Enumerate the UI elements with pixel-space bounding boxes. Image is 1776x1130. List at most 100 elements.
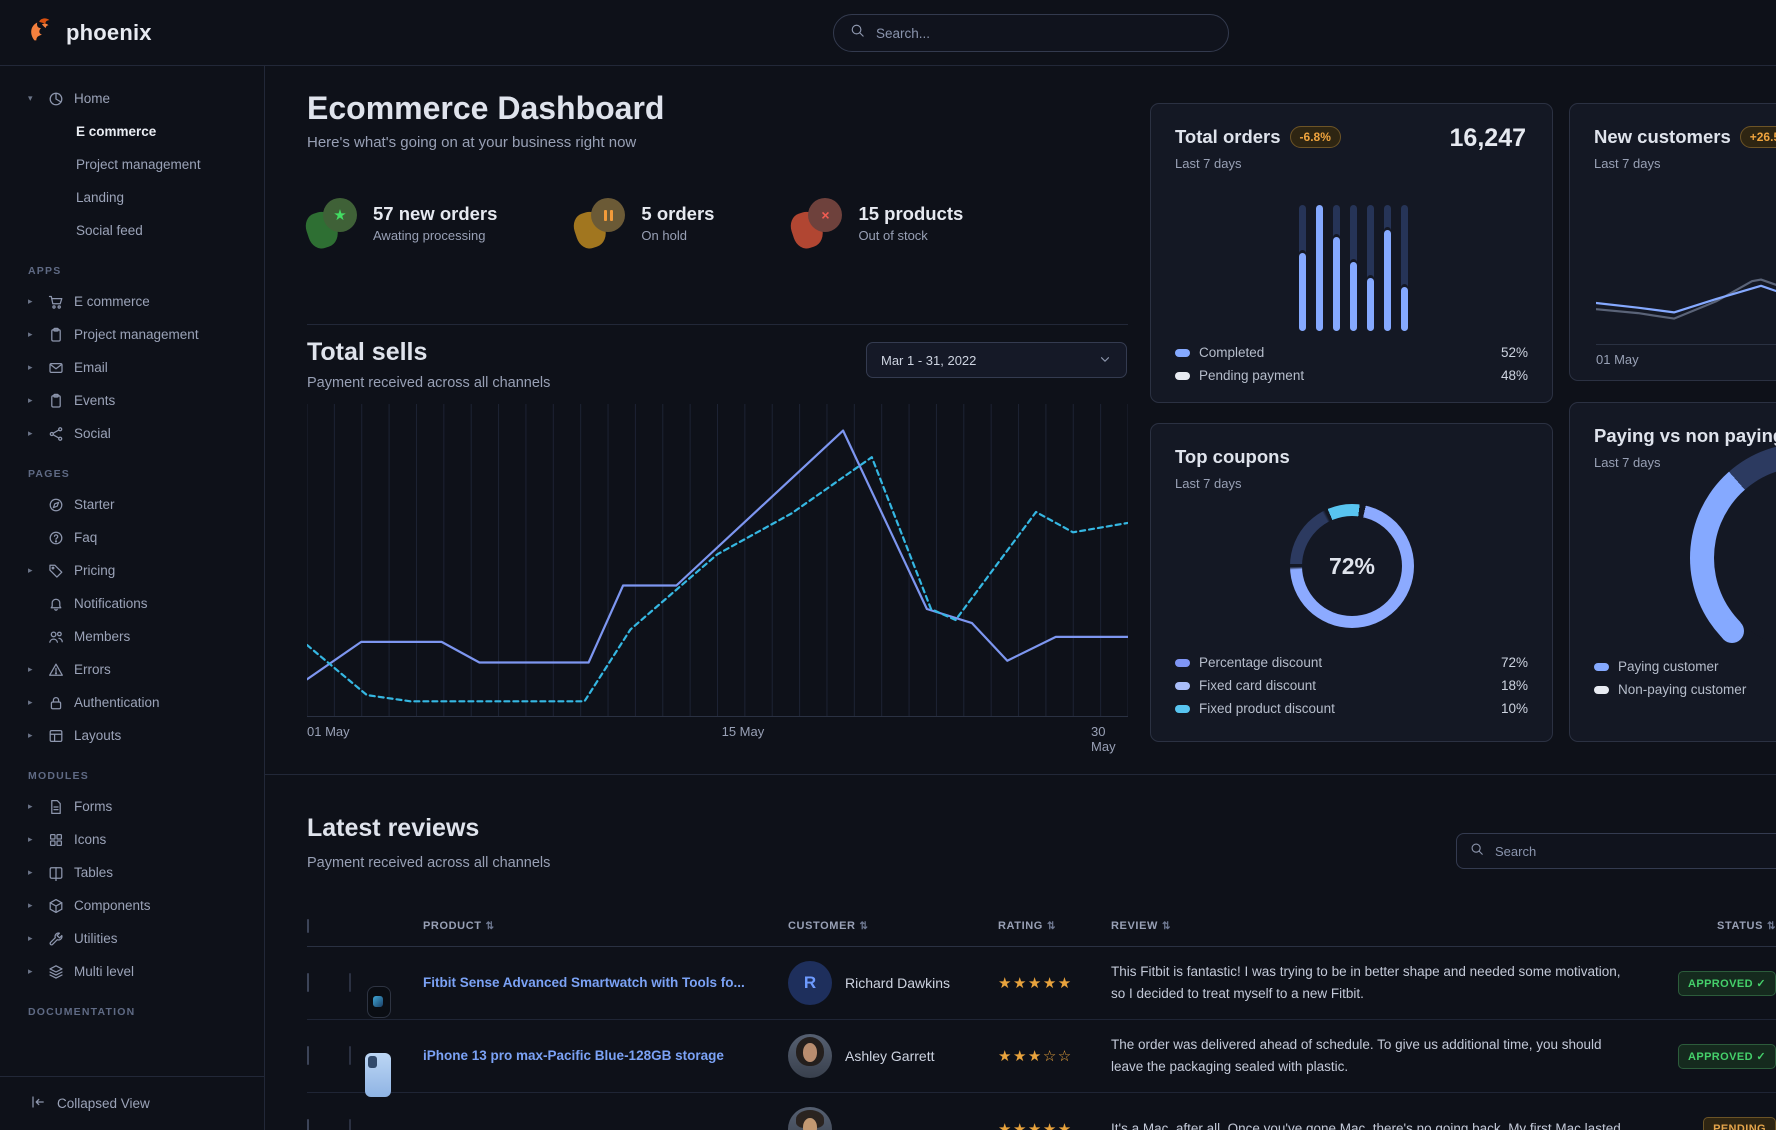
sidebar-item-home[interactable]: ▾ Home — [0, 82, 264, 115]
caret-right-icon: ▸ — [28, 395, 33, 405]
top-coupons-center-value: 72% — [1302, 516, 1402, 616]
reviews-table-header: PRODUCT ⇅ CUSTOMER ⇅ RATING ⇅ REVIEW ⇅ STATU… — [307, 906, 1776, 947]
customer-cell — [788, 1107, 998, 1130]
new-customers-x-label: 01 May — [1596, 352, 1639, 367]
sidebar-item-components[interactable]: ▸ Components — [0, 889, 264, 922]
legend-swatch — [1175, 704, 1190, 713]
caret-right-icon: ▸ — [28, 697, 33, 707]
row-checkbox[interactable] — [307, 1119, 309, 1130]
sidebar-item-label: Pricing — [74, 563, 116, 578]
legend-swatch — [1175, 681, 1190, 690]
customer-cell: Ashley Garrett — [788, 1034, 998, 1078]
sidebar-item-e-commerce[interactable]: ▸ E commerce — [0, 285, 264, 318]
sidebar-item-errors[interactable]: ▸ Errors — [0, 653, 264, 686]
sidebar-item-label: Project management — [74, 327, 199, 342]
legend-label: Fixed card discount — [1199, 678, 1317, 693]
total-sells-title: Total sells — [307, 338, 428, 366]
sidebar-item-faq[interactable]: Faq — [0, 521, 264, 554]
total-sells-chart — [307, 404, 1128, 717]
sort-icon: ⇅ — [859, 921, 869, 932]
product-thumbnail-iphone[interactable] — [349, 1046, 351, 1065]
brand-logo[interactable]: phoenix — [0, 15, 152, 50]
product-thumbnail-imac[interactable] — [349, 1119, 351, 1130]
sidebar-collapse-toggle[interactable]: Collapsed View — [0, 1076, 264, 1130]
x-axis-line — [1596, 344, 1776, 345]
status-badge: APPROVED ✓ — [1677, 970, 1776, 996]
reviews-search-input[interactable] — [1493, 842, 1776, 860]
col-review[interactable]: REVIEW ⇅ — [1111, 920, 1171, 932]
sidebar-item-email[interactable]: ▸ Email — [0, 351, 264, 384]
col-rating[interactable]: RATING ⇅ — [998, 920, 1056, 932]
lock-icon — [48, 694, 65, 711]
caret-right-icon: ▸ — [28, 867, 33, 877]
sidebar-item-tables[interactable]: ▸ Tables — [0, 856, 264, 889]
grid-icon — [48, 831, 65, 848]
sidebar-item-starter[interactable]: Starter — [0, 488, 264, 521]
new-customers-period: Last 7 days — [1594, 156, 1661, 171]
total-orders-legend: Completed 52% Pending payment 48% — [1175, 341, 1528, 387]
total-orders-change-badge: -6.8% — [1289, 126, 1341, 148]
sidebar-subitem-social-feed[interactable]: Social feed — [76, 223, 143, 238]
product-thumbnail-fitbit[interactable] — [349, 973, 351, 992]
legend-item-percentage-discount: Percentage discount 72% — [1175, 651, 1528, 674]
col-status[interactable]: STATUS ⇅ — [1717, 920, 1776, 932]
sort-icon: ⇅ — [485, 921, 495, 932]
row-checkbox[interactable] — [307, 1046, 309, 1065]
sidebar-item-utilities[interactable]: ▸ Utilities — [0, 922, 264, 955]
new-customers-change-badge: +26.5% — [1739, 126, 1776, 148]
sidebar-item-label: Icons — [74, 832, 107, 847]
order-bar — [1367, 205, 1374, 331]
sort-icon: ⇅ — [1046, 921, 1056, 932]
sidebar-item-members[interactable]: Members — [0, 620, 264, 653]
sidebar-item-icons[interactable]: ▸ Icons — [0, 823, 264, 856]
legend-item-fixed-card-discount: Fixed card discount 18% — [1175, 674, 1528, 697]
sidebar-item-label: Faq — [74, 530, 98, 545]
latest-reviews-title: Latest reviews — [307, 814, 480, 842]
sidebar-item-notifications[interactable]: Notifications — [0, 587, 264, 620]
sidebar-item-forms[interactable]: ▸ Forms — [0, 790, 264, 823]
legend-label: Fixed product discount — [1199, 701, 1335, 716]
legend-value: 72% — [1500, 655, 1528, 670]
legend-label: Non-paying customer — [1618, 682, 1747, 697]
top-coupons-period: Last 7 days — [1175, 476, 1242, 491]
sidebar-subitem-landing[interactable]: Landing — [76, 190, 125, 205]
sidebar-item-pricing[interactable]: ▸ Pricing — [0, 554, 264, 587]
customer-name: Ashley Garrett — [845, 1048, 935, 1064]
latest-reviews-subtitle: Payment received across all channels — [307, 855, 551, 871]
collapse-label: Collapsed View — [57, 1096, 150, 1111]
total-orders-period: Last 7 days — [1175, 156, 1242, 171]
row-checkbox[interactable] — [307, 973, 309, 992]
product-link[interactable]: Fitbit Sense Advanced Smartwatch with To… — [423, 974, 745, 990]
sidebar-item-multi-level[interactable]: ▸ Multi level — [0, 955, 264, 988]
sidebar-item-layouts[interactable]: ▸ Layouts — [0, 719, 264, 752]
global-search-input[interactable] — [874, 24, 1212, 42]
page-title: Ecommerce Dashboard — [307, 90, 665, 126]
legend-value: 10% — [1500, 701, 1528, 716]
caret-right-icon: ▸ — [28, 565, 33, 575]
sidebar-item-label: Members — [74, 629, 131, 644]
select-all-checkbox[interactable] — [307, 919, 309, 933]
search-icon — [850, 23, 865, 43]
reviews-table: PRODUCT ⇅ CUSTOMER ⇅ RATING ⇅ REVIEW ⇅ STATU… — [307, 906, 1776, 1130]
top-navbar: phoenix — [0, 0, 1776, 66]
legend-item-pending-payment: Pending payment 48% — [1175, 364, 1528, 387]
top-coupons-title: Top coupons — [1175, 446, 1290, 467]
reviews-search[interactable] — [1456, 833, 1776, 869]
sidebar-item-project-management[interactable]: ▸ Project management — [0, 318, 264, 351]
caret-right-icon: ▸ — [28, 966, 33, 976]
sidebar-subitem-project-management[interactable]: Project management — [76, 157, 201, 172]
paying-card: Paying vs non paying Last 7 days Paying … — [1569, 402, 1776, 742]
date-range-select[interactable]: Mar 1 - 31, 2022 — [866, 342, 1127, 378]
sidebar-item-label: Layouts — [74, 728, 122, 743]
col-customer[interactable]: CUSTOMER ⇅ — [788, 920, 869, 932]
sidebar-item-social[interactable]: ▸ Social — [0, 417, 264, 450]
sidebar-item-events[interactable]: ▸ Events — [0, 384, 264, 417]
global-search[interactable] — [833, 14, 1229, 52]
col-product[interactable]: PRODUCT ⇅ — [423, 920, 495, 932]
sidebar-subitem-e-commerce[interactable]: E commerce — [76, 124, 157, 139]
product-link[interactable]: iPhone 13 pro max-Pacific Blue-128GB sto… — [423, 1047, 724, 1063]
sidebar-item-authentication[interactable]: ▸ Authentication — [0, 686, 264, 719]
sidebar-item-label: Components — [74, 898, 151, 913]
caret-right-icon: ▸ — [28, 900, 33, 910]
